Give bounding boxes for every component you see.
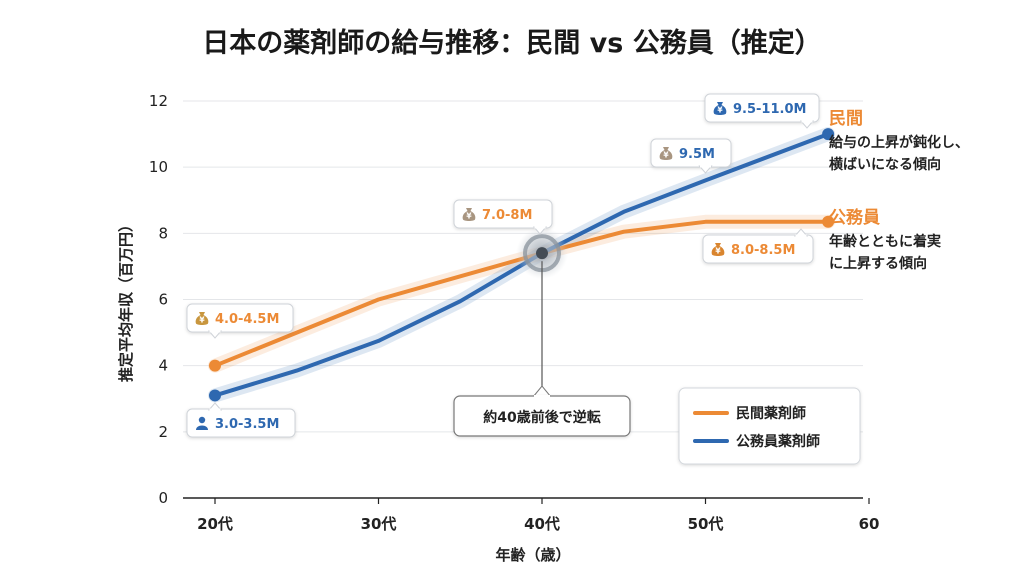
x-tick-label-50: 50代 bbox=[688, 515, 724, 533]
y-tick-label-10: 10 bbox=[149, 158, 168, 176]
crossover-note-text: 約40歳前後で逆転 bbox=[483, 409, 600, 426]
crossover-dot bbox=[536, 247, 548, 260]
callout-value-text: 8.0-8.5M bbox=[731, 243, 795, 258]
callout-pointer-mask bbox=[534, 226, 546, 229]
money-bag-icon: ¥ bbox=[659, 147, 673, 160]
callout-pointer-mask bbox=[801, 120, 813, 123]
side-note-line: 給与の上昇が鈍化し、 bbox=[829, 134, 969, 151]
callout-box bbox=[186, 303, 294, 333]
money-bag-shape bbox=[195, 312, 209, 325]
callout-pointer-mask bbox=[700, 165, 711, 168]
series-end-point-1 bbox=[822, 128, 835, 141]
value-callout-0: ¥4.0-4.5M bbox=[186, 303, 294, 339]
value-callout-5: ¥9.5-11.0M bbox=[704, 93, 820, 129]
y-axis-label: 推定平均年収（百万円） bbox=[117, 217, 135, 382]
legend-entry-0: 民間薬剤師 bbox=[736, 405, 806, 422]
callout-pointer-mask bbox=[209, 408, 221, 411]
side-note-line: 年齢とともに着実 bbox=[829, 233, 941, 250]
crossover-marker: 約40歳前後で逆転 bbox=[453, 227, 631, 437]
money-bag-icon: ¥ bbox=[462, 208, 476, 221]
side-note-line: 横ばいになる傾向 bbox=[829, 156, 941, 173]
money-bag-shape bbox=[659, 147, 673, 160]
crossover-pointer-mask bbox=[534, 395, 550, 398]
series-end-point-0 bbox=[822, 215, 835, 228]
callout-box bbox=[702, 234, 814, 264]
y-tick-label-2: 2 bbox=[158, 423, 168, 441]
money-bag-icon: ¥ bbox=[713, 102, 727, 115]
axes: 0 2 4 6 8 10 12 20代 30代 40代 50代 60 bbox=[149, 92, 880, 533]
value-callout-3: 3.0-3.5M bbox=[186, 402, 296, 438]
series-line-1 bbox=[213, 132, 831, 398]
yen-glyph: ¥ bbox=[663, 151, 669, 160]
callout-value-text: 9.5-11.0M bbox=[733, 102, 806, 117]
yen-glyph: ¥ bbox=[466, 212, 472, 221]
callout-box bbox=[186, 408, 296, 438]
money-bag-shape bbox=[711, 243, 725, 256]
side-note-line: に上昇する傾向 bbox=[829, 255, 927, 272]
value-callout-1: ¥7.0-8M bbox=[453, 199, 553, 235]
x-tick-label-20: 20代 bbox=[197, 515, 233, 533]
series-start-point-0 bbox=[209, 359, 221, 372]
callout-value-text: 3.0-3.5M bbox=[215, 417, 279, 432]
person-body bbox=[196, 425, 208, 430]
callout-value-text: 7.0-8M bbox=[482, 208, 532, 223]
callout-pointer-mask bbox=[795, 234, 807, 237]
y-tick-label-0: 0 bbox=[158, 489, 168, 507]
money-bag-shape bbox=[713, 102, 727, 115]
chart-title: 日本の薬剤師の給与推移：民間 vs 公務員（推定） bbox=[202, 27, 821, 59]
y-tick-label-8: 8 bbox=[158, 224, 168, 242]
value-callout-4: ¥9.5M bbox=[650, 138, 732, 174]
callout-box bbox=[650, 138, 732, 168]
y-tick-label-4: 4 bbox=[158, 357, 168, 375]
person-icon bbox=[196, 416, 208, 430]
value-callout-2: ¥8.0-8.5M bbox=[702, 228, 814, 264]
x-tick-label-60: 60 bbox=[859, 515, 880, 533]
legend-box bbox=[678, 387, 861, 465]
side-note-heading: 民間 bbox=[829, 109, 863, 129]
series-start-point-1 bbox=[209, 389, 221, 402]
callout-box bbox=[704, 93, 820, 123]
person-head bbox=[198, 416, 206, 424]
callout-value-text: 9.5M bbox=[679, 147, 715, 162]
legend-entry-1: 公務員薬剤師 bbox=[736, 433, 820, 450]
callout-box bbox=[453, 199, 553, 229]
money-bag-shape bbox=[462, 208, 476, 221]
yen-glyph: ¥ bbox=[715, 247, 721, 256]
callout-pointer-mask bbox=[209, 330, 221, 333]
yen-glyph: ¥ bbox=[717, 106, 723, 115]
x-tick-label-30: 30代 bbox=[361, 515, 397, 533]
money-bag-icon: ¥ bbox=[711, 243, 725, 256]
side-note-heading: 公務員 bbox=[829, 207, 880, 228]
money-bag-icon: ¥ bbox=[195, 312, 209, 325]
value-callouts: ¥4.0-4.5M¥ 7.0-8M¥ 8.0-8.5M3.0-3.5M¥ 9.5M¥ 9… bbox=[186, 93, 820, 438]
x-axis-label: 年齢（歳） bbox=[495, 546, 570, 564]
y-tick-label-6: 6 bbox=[158, 291, 168, 309]
yen-glyph: ¥ bbox=[199, 316, 205, 325]
x-tick-label-40: 40代 bbox=[524, 515, 560, 533]
callout-value-text: 4.0-4.5M bbox=[215, 312, 279, 327]
y-tick-label-12: 12 bbox=[149, 92, 168, 110]
